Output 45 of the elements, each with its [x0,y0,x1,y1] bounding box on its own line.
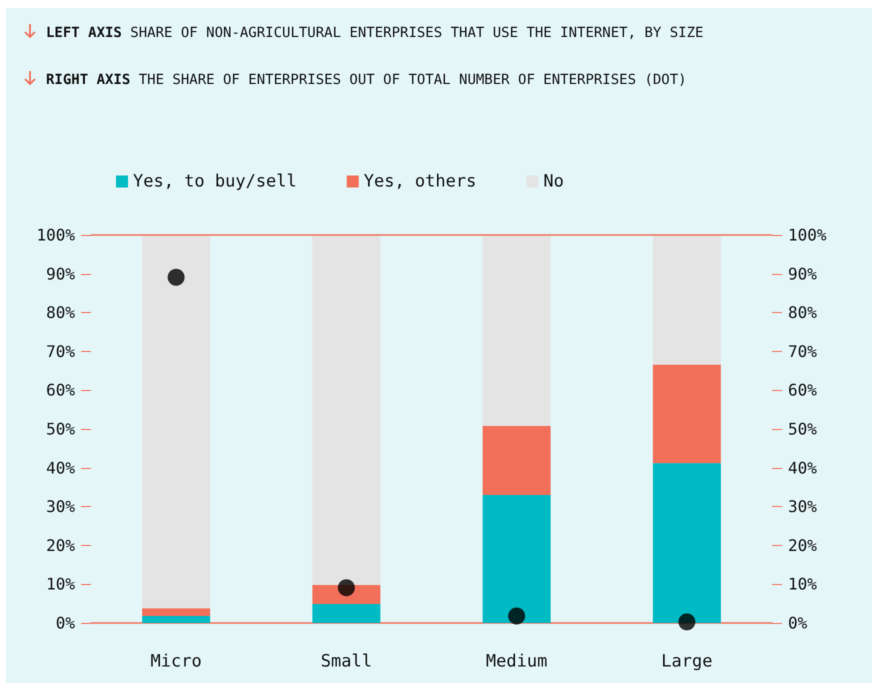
bar [652,235,721,365]
y-tick-label: 0% [56,614,76,632]
bar [312,235,380,585]
y2-tick-label: 30% [788,497,818,516]
x-tick-label: Small [320,652,372,672]
x-tick-label: Large [661,652,712,672]
y2-tick-label: 100% [788,226,827,244]
y-tick-label: 10% [46,574,76,594]
y-tick-label: 100% [36,226,76,244]
y-tick-label: 70% [46,342,76,361]
y-tick-label: 20% [46,536,76,555]
legend-label: Yes, to buy/sell [133,172,297,192]
point [168,268,185,286]
y-tick-label: 50% [46,420,76,438]
y-tick-label: 40% [46,458,76,478]
bar [142,235,210,608]
bar [482,494,551,623]
legend-label: Yes, others [364,172,476,192]
point [678,613,696,630]
bar [312,604,380,623]
bar [482,426,551,495]
bar [482,235,551,426]
y-tick-label: 30% [46,497,76,516]
x-tick-label: Medium [486,652,548,672]
bar [142,616,210,623]
y-tick-label: 90% [46,264,76,284]
bar [142,608,210,616]
y-tick-label: 80% [46,303,76,322]
y2-tick-label: 80% [788,303,818,322]
y-tick-label: 60% [46,380,76,400]
y2-tick-label: 90% [788,264,818,284]
y2-tick-label: 10% [788,574,818,594]
y2-tick-label: 0% [788,614,808,632]
bar [652,463,721,623]
y2-tick-label: 70% [788,342,818,361]
bar [652,364,721,464]
legend-label: No [543,172,564,192]
point [508,608,526,625]
y2-tick-label: 50% [788,420,818,438]
y2-tick-label: 60% [788,380,818,400]
x-tick-label: Micro [150,652,202,672]
y2-tick-label: 20% [788,536,818,555]
chart-title: LEFT AXIS SHARE OF NON-AGRICULTURAL ENTERPRISES THAT USE THE INTERNET, BY SIZE [45,24,704,41]
chart-subtitle: RIGHT AXIS THE SHARE OF ENTERPRISES OUT OF TOTAL NUMBER OF ENTERPRISES (DOT) [45,71,687,88]
y2-tick-label: 40% [788,458,818,478]
